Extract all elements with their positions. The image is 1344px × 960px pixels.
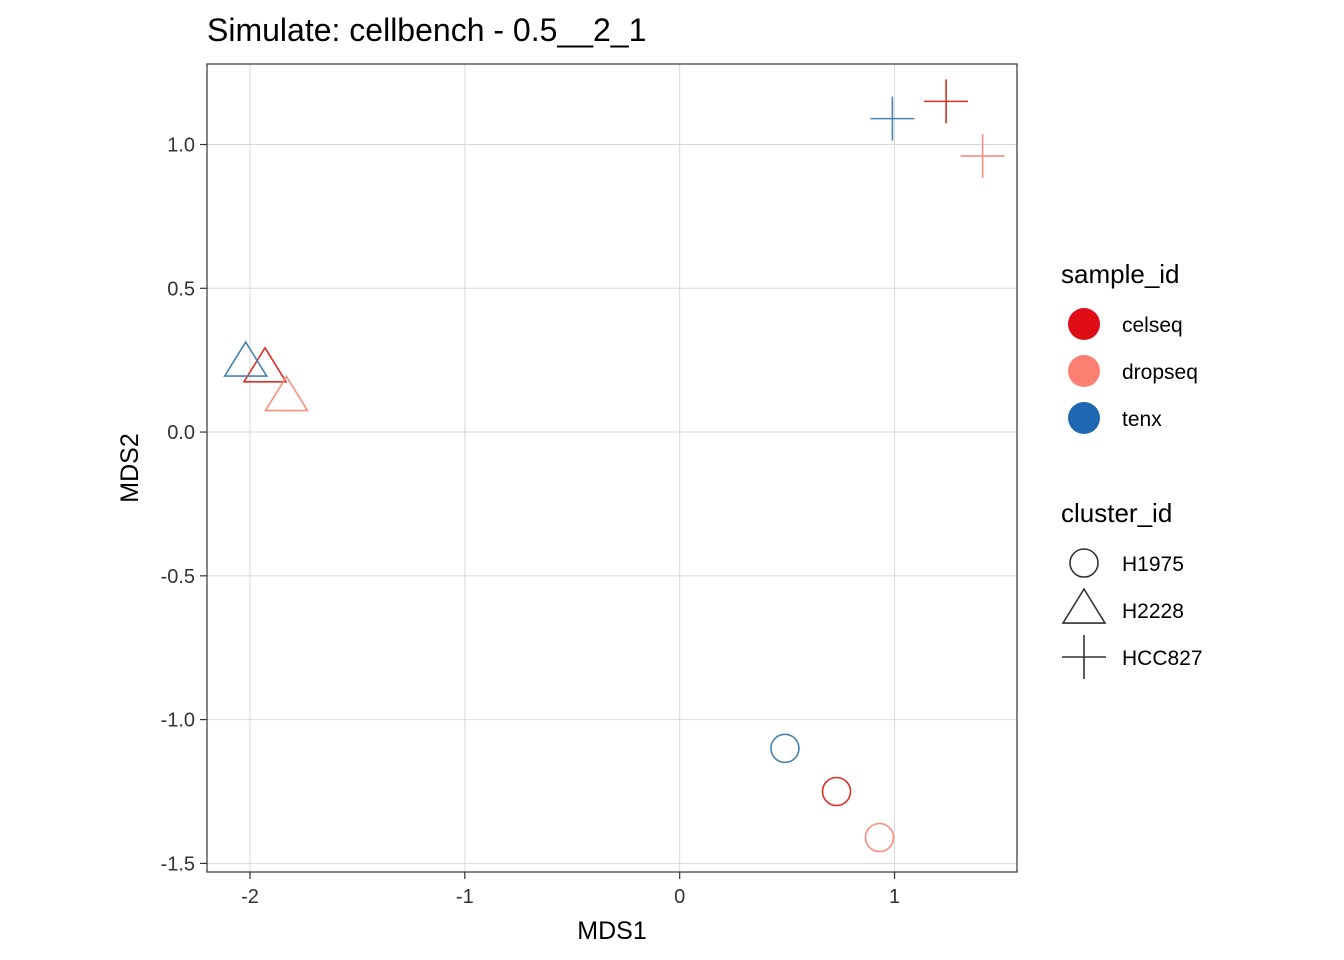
x-tick-label: 1 xyxy=(889,886,900,908)
legend-label-h2228: H2228 xyxy=(1122,600,1184,623)
y-tick-label: 0.5 xyxy=(167,278,195,300)
legend-key-dropseq xyxy=(1068,355,1100,387)
x-tick-label: 0 xyxy=(674,886,685,908)
legend-cluster-id: cluster_id H1975 H2228 HCC827 xyxy=(1061,498,1203,679)
grid-lines xyxy=(207,64,1017,872)
legend-sample-id: sample_id celseq dropseq tenx xyxy=(1061,259,1198,434)
legend-key-celseq xyxy=(1068,308,1100,340)
legend-label-celseq: celseq xyxy=(1122,314,1183,337)
legend-label-hcc827: HCC827 xyxy=(1122,647,1203,670)
legend-key-hcc827 xyxy=(1062,635,1106,679)
legend-key-h1975 xyxy=(1069,548,1099,578)
y-axis-title: MDS2 xyxy=(116,433,144,502)
y-tick-label: -0.5 xyxy=(161,566,195,588)
legend-label-h1975: H1975 xyxy=(1122,553,1184,576)
point-celseq-h1975 xyxy=(821,776,852,807)
y-axis-ticks: 1.0 0.5 0.0 -0.5 -1.0 -1.5 xyxy=(161,135,207,875)
point-tenx-h1975 xyxy=(770,733,800,764)
chart-title: Simulate: cellbench - 0.5__2_1 xyxy=(207,12,646,48)
legend-key-h2228 xyxy=(1061,587,1107,624)
point-dropseq-hcc827 xyxy=(960,134,1005,179)
point-celseq-hcc827 xyxy=(924,79,969,124)
point-celseq-h2228 xyxy=(242,346,288,383)
y-tick-label: 1.0 xyxy=(167,135,195,157)
legend-key-tenx xyxy=(1068,402,1100,434)
point-tenx-hcc827 xyxy=(870,96,915,141)
legend-label-tenx: tenx xyxy=(1122,408,1162,431)
legend-cluster-title: cluster_id xyxy=(1061,498,1172,528)
x-tick-label: -1 xyxy=(456,886,474,908)
x-tick-label: -2 xyxy=(241,886,259,908)
y-tick-label: -1.0 xyxy=(161,710,195,732)
legend-label-dropseq: dropseq xyxy=(1122,361,1198,384)
y-tick-label: -1.5 xyxy=(161,853,195,875)
legend-sample-title: sample_id xyxy=(1061,259,1180,289)
point-tenx-h2228 xyxy=(223,340,269,377)
plot-panel-border xyxy=(206,63,1018,873)
x-axis-title: MDS1 xyxy=(577,917,646,945)
point-dropseq-h1975 xyxy=(864,822,895,853)
x-axis-ticks: -2 -1 0 1 xyxy=(241,872,900,908)
point-dropseq-h2228 xyxy=(264,375,309,412)
y-tick-label: 0.0 xyxy=(167,422,195,444)
data-points xyxy=(223,79,1005,853)
